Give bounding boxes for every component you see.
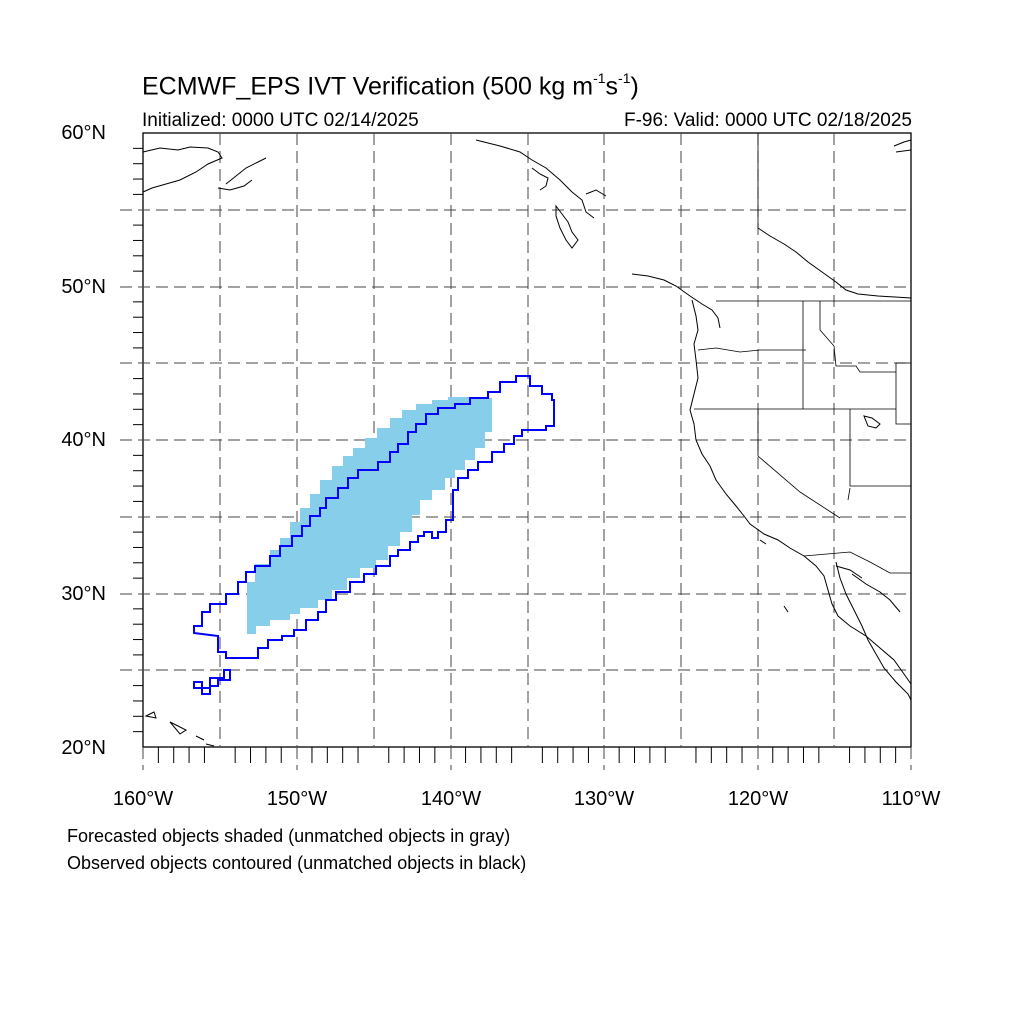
title-exp2: -1	[618, 70, 631, 86]
note-observed: Observed objects contoured (unmatched ob…	[67, 853, 527, 873]
lat-label-30: 30°N	[61, 583, 106, 605]
lon-label-120: 120°W	[727, 788, 789, 810]
map-grid	[120, 133, 912, 770]
lon-label-150: 150°W	[266, 788, 328, 810]
title-mid: s	[605, 72, 619, 101]
subtitle-valid: F-96: Valid: 0000 UTC 02/18/2025	[624, 110, 912, 131]
axis-ticks	[133, 147, 897, 763]
subtitle-initialized: Initialized: 0000 UTC 02/14/2025	[142, 110, 419, 131]
lon-label-140: 140°W	[420, 788, 482, 810]
lon-label-110: 110°W	[881, 788, 941, 810]
state-borders	[694, 133, 911, 574]
observed-object-contour-small	[193, 669, 231, 695]
lat-label-50: 50°N	[61, 276, 106, 298]
lon-label-130: 130°W	[573, 788, 635, 810]
observed-object-contour	[193, 375, 555, 659]
lat-label-20: 20°N	[61, 737, 106, 759]
lat-label-60: 60°N	[61, 122, 106, 144]
title-prefix: ECMWF_EPS IVT Verification (500 kg m	[142, 72, 594, 101]
note-forecast: Forecasted objects shaded (unmatched obj…	[67, 826, 511, 846]
title-suffix: )	[630, 72, 639, 101]
lat-label-40: 40°N	[61, 429, 106, 451]
lon-label-160: 160°W	[112, 788, 174, 810]
coastlines	[142, 139, 912, 747]
page-title: ECMWF_EPS IVT Verification (500 kg m-1s-…	[142, 70, 639, 101]
forecast-object-shaded	[247, 397, 492, 634]
title-exp1: -1	[593, 70, 606, 86]
